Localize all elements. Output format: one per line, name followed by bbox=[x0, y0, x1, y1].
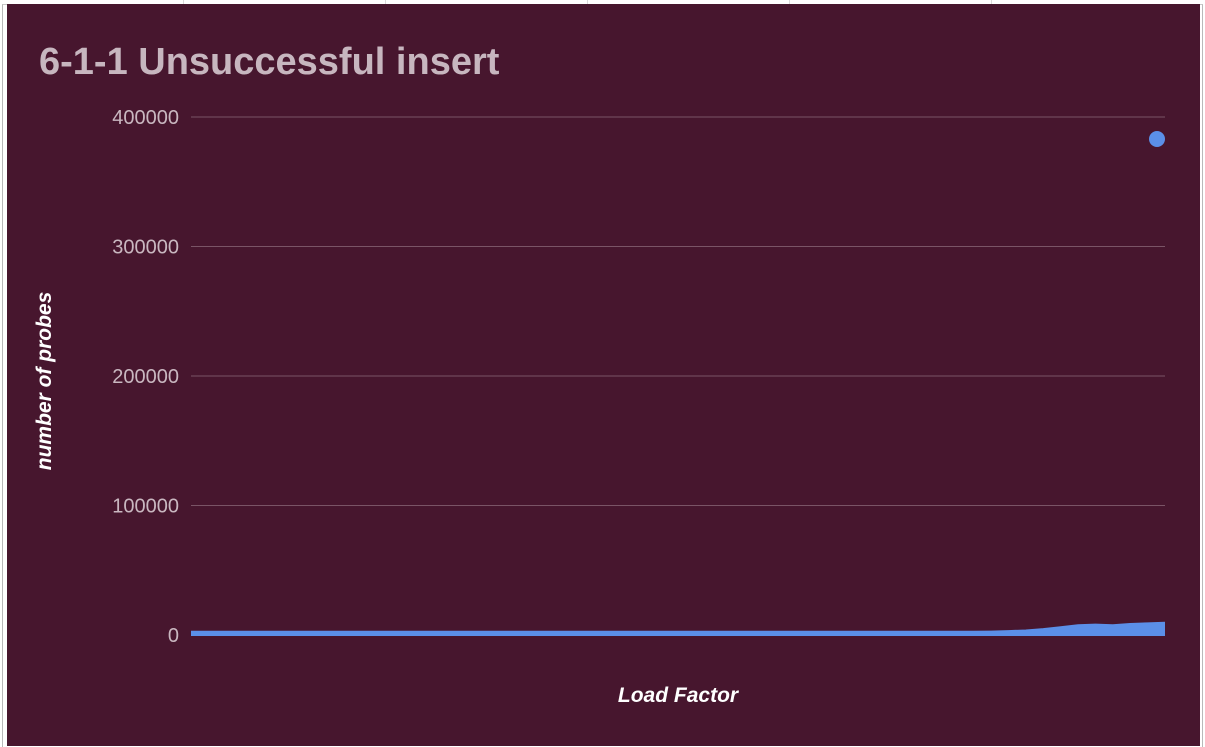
data-point[interactable] bbox=[1149, 131, 1165, 148]
chart-background bbox=[7, 4, 1200, 746]
y-tick-label: 100000 bbox=[112, 496, 179, 518]
sheet-column-divider bbox=[789, 0, 790, 4]
series-points bbox=[1149, 131, 1165, 148]
sheet-column-divider bbox=[991, 0, 992, 4]
y-tick-label: 200000 bbox=[112, 366, 179, 388]
chart-container[interactable]: 6-1-1 Unsuccessful insert 0 100000 200000 3… bbox=[7, 4, 1200, 746]
y-tick-label: 300000 bbox=[112, 237, 179, 259]
chart-title: 6-1-1 Unsuccessful insert bbox=[39, 41, 500, 83]
sheet-column-divider bbox=[385, 0, 386, 4]
sheet-column-divider bbox=[183, 0, 184, 4]
series-line bbox=[191, 621, 1166, 633]
y-tick-label: 400000 bbox=[112, 107, 179, 129]
y-tick-labels: 0 100000 200000 300000 400000 bbox=[112, 107, 179, 647]
chart-svg: 6-1-1 Unsuccessful insert 0 100000 200000 3… bbox=[7, 4, 1200, 746]
sheet-column-divider bbox=[587, 0, 588, 4]
y-tick-label: 0 bbox=[168, 625, 179, 647]
y-axis-label: number of probes bbox=[33, 292, 56, 471]
x-axis-label: Load Factor bbox=[618, 684, 740, 707]
